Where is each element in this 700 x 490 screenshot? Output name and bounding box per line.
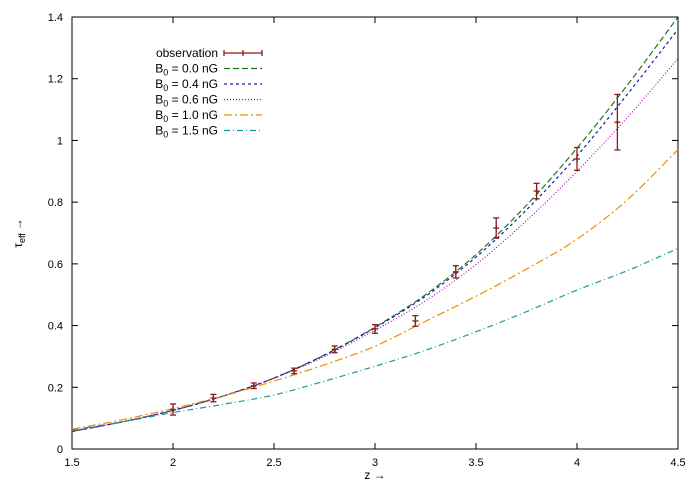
y-axis-label-main: τ xyxy=(11,243,25,248)
observation-point xyxy=(493,217,500,239)
series-line-4 xyxy=(71,247,679,431)
observation-point xyxy=(170,403,176,416)
y-axis-label-arrow: → xyxy=(11,218,25,230)
legend-label-3: B0 = 1.0 nG xyxy=(155,108,218,124)
x-tick-label: 4 xyxy=(574,457,580,469)
legend-swatch-observation xyxy=(223,50,263,56)
observation-layer xyxy=(170,93,621,416)
legend-label-observation: observation xyxy=(156,46,218,60)
x-tick-label: 1.5 xyxy=(64,457,79,469)
y-tick-label: 0.2 xyxy=(48,382,63,394)
observation-point xyxy=(291,367,298,375)
observation-point xyxy=(250,382,257,390)
y-tick-label: 0.4 xyxy=(48,321,63,333)
y-tick-label: 1 xyxy=(57,135,63,147)
x-tick-label: 3 xyxy=(372,457,378,469)
observation-point xyxy=(210,393,217,403)
observation-point xyxy=(331,345,338,354)
observation-point xyxy=(412,315,419,327)
observation-point xyxy=(372,323,378,334)
legend-label-0: B0 = 0.0 nG xyxy=(155,62,218,78)
ticks-layer: 1.5 2 2.5 3 3.5 4 4.5 0 0.2 0.4 0.6 0.8 1 1.2 1.4 xyxy=(48,12,686,469)
observation-point xyxy=(533,182,540,200)
y-tick-label: 1.2 xyxy=(48,74,63,86)
legend-label-2: B0 = 0.6 nG xyxy=(155,93,218,109)
x-tick-label: 2.5 xyxy=(266,457,281,469)
y-axis-label-sub: eff xyxy=(17,233,27,243)
legend-label-1: B0 = 0.4 nG xyxy=(155,77,218,93)
observation-point xyxy=(452,265,459,279)
x-tick-label: 3.5 xyxy=(468,457,483,469)
observation-point xyxy=(614,93,621,151)
y-tick-label: 1.4 xyxy=(48,12,63,24)
observation-point xyxy=(574,146,580,172)
y-tick-label: 0.6 xyxy=(48,259,63,271)
legend-label-4: B0 = 1.5 nG xyxy=(155,124,218,140)
series-line-3 xyxy=(71,149,679,430)
x-axis-label: z → xyxy=(364,468,385,482)
y-axis-label: τeff → xyxy=(11,218,27,248)
x-tick-label: 2 xyxy=(170,457,176,469)
x-tick-label: 4.5 xyxy=(670,457,685,469)
y-tick-label: 0.8 xyxy=(48,197,63,209)
y-tick-label: 0 xyxy=(57,444,63,456)
